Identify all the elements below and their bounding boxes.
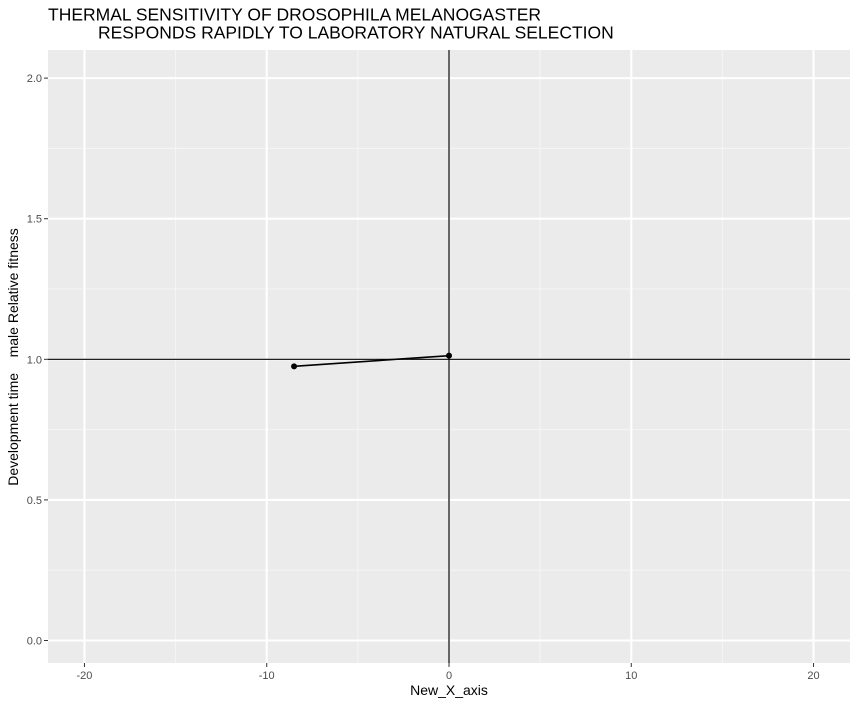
data-point	[291, 363, 298, 370]
y-tick-label: 1.5	[27, 214, 42, 226]
data-point	[446, 352, 452, 359]
chart-title-line-1: THERMAL SENSITIVITY OF DROSOPHILA MELANO…	[48, 5, 541, 25]
x-tick-label: 20	[807, 670, 819, 682]
y-tick-label: 0.5	[27, 495, 42, 507]
x-tick-label: -20	[77, 670, 93, 682]
x-axis-ticks: -20 -10 0 10 20	[77, 663, 820, 682]
series-layer	[291, 352, 452, 370]
y-axis-label: Development time male Relative fitness	[5, 228, 21, 486]
x-tick-label: 0	[446, 670, 452, 682]
x-tick-label: 10	[625, 670, 637, 682]
series-line	[294, 354, 450, 368]
x-tick-label: -10	[259, 670, 275, 682]
y-tick-label: 2.0	[27, 73, 42, 85]
x-axis-label: New_X_axis	[410, 682, 488, 698]
y-tick-label: 0.0	[27, 636, 42, 648]
y-tick-label: 1.0	[27, 354, 42, 366]
chart-title-line-2: RESPONDS RAPIDLY TO LABORATORY NATURAL S…	[98, 23, 614, 43]
y-axis-ticks: 0.0 0.5 1.0 1.5 2.0	[27, 73, 48, 648]
